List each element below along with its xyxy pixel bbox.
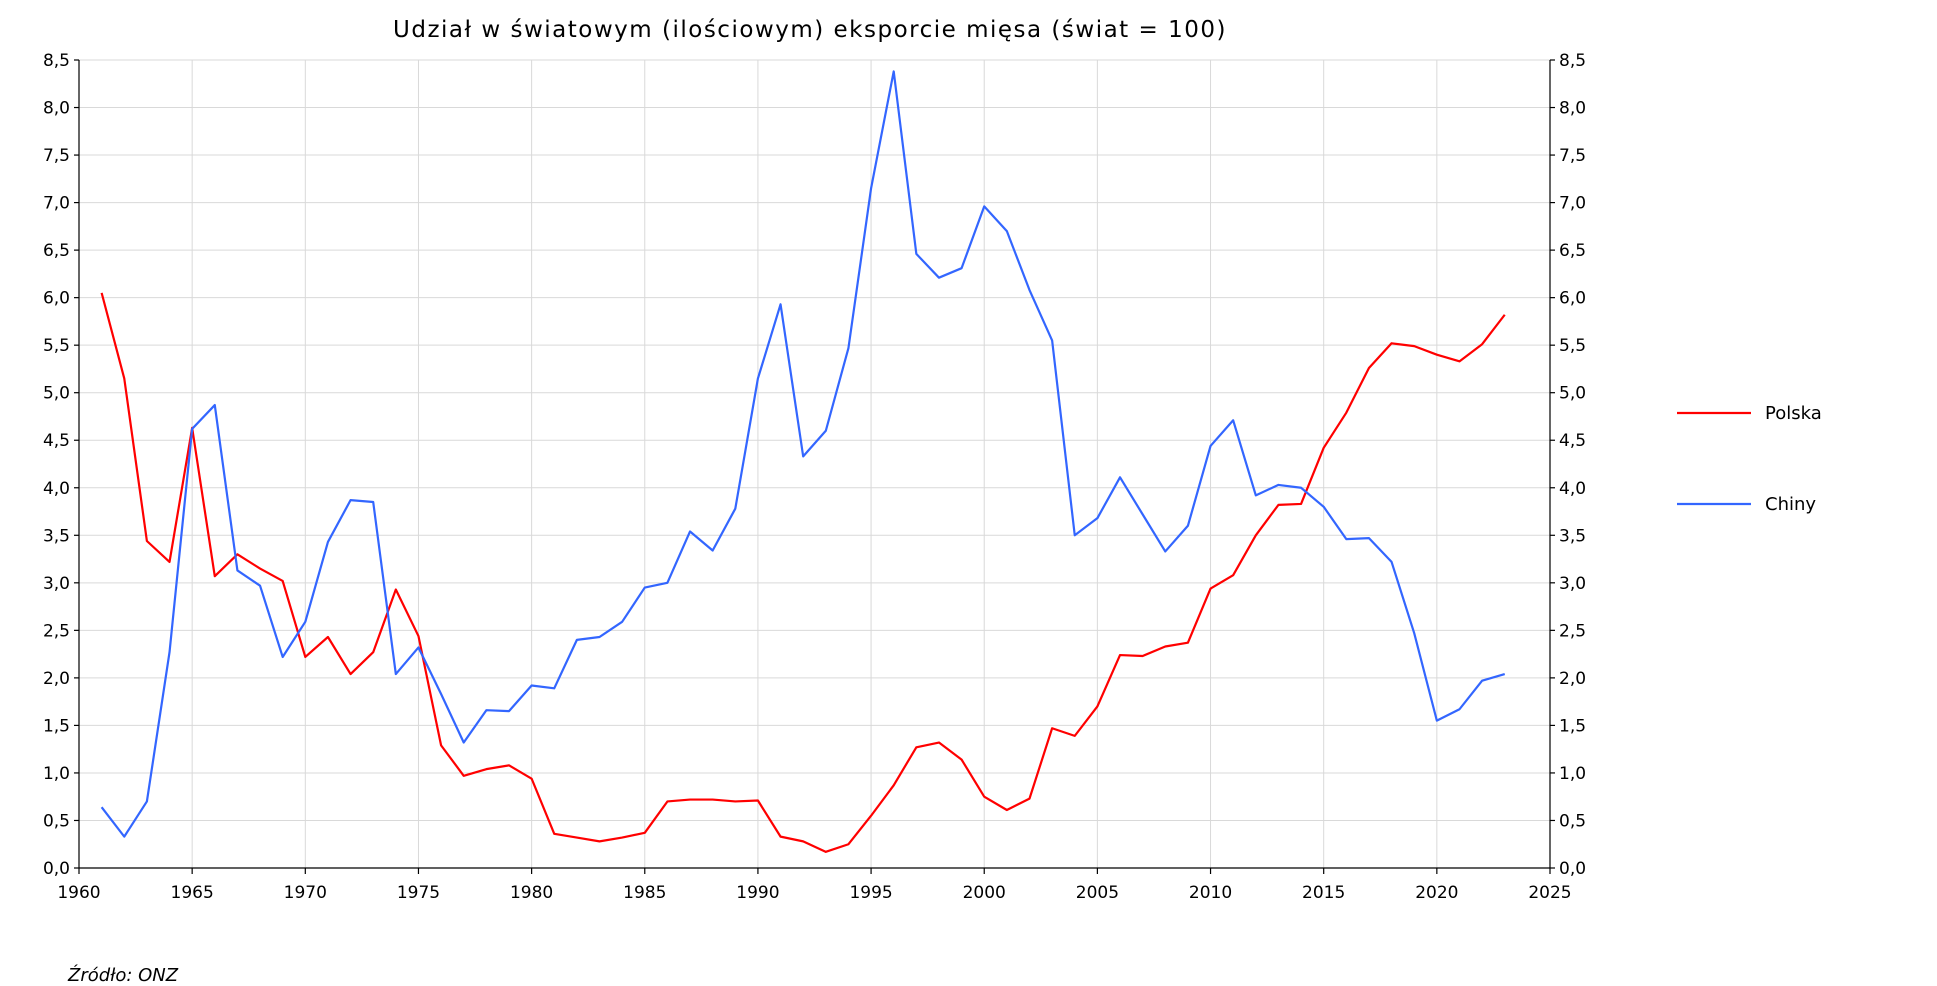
legend-label-chiny: Chiny	[1765, 494, 1816, 515]
y-tick-label-left: 4,5	[43, 431, 70, 451]
y-tick-label-left: 3,0	[43, 574, 70, 594]
y-tick-label-left: 1,5	[43, 716, 70, 736]
y-tick-label-right: 3,0	[1559, 574, 1586, 594]
axes	[74, 59, 1555, 874]
series-line-chiny	[100, 70, 1506, 838]
chart-title: Udział w światowym (ilościowym) eksporci…	[393, 17, 1227, 43]
y-tick-label-right: 0,0	[1559, 859, 1586, 879]
y-tick-label-left: 6,5	[43, 241, 70, 261]
y-tick-label-left: 4,0	[43, 479, 70, 499]
series-lines	[100, 70, 1506, 853]
y-tick-label-left: 6,0	[43, 289, 70, 309]
grid-lines	[78, 59, 1551, 869]
y-tick-label-left: 0,0	[43, 859, 70, 879]
y-tick-label-right: 8,5	[1559, 51, 1586, 71]
legend-label-polska: Polska	[1765, 403, 1822, 424]
y-tick-label-left: 7,0	[43, 194, 70, 214]
source-note: Źródło: ONZ	[67, 964, 179, 986]
y-tick-label-right: 2,0	[1559, 669, 1586, 689]
legend: Polska Chiny	[1677, 403, 1822, 515]
y-tick-label-right: 6,5	[1559, 241, 1586, 261]
x-tick-label: 1960	[57, 883, 100, 903]
y-tick-label-right: 4,0	[1559, 479, 1586, 499]
y-tick-label-left: 5,5	[43, 336, 70, 356]
x-tick-label: 1965	[171, 883, 214, 903]
x-tick-label: 2005	[1076, 883, 1119, 903]
x-tick-label: 2020	[1415, 883, 1458, 903]
x-tick-label: 1970	[284, 883, 327, 903]
x-tick-label: 1975	[397, 883, 440, 903]
y-tick-label-right: 0,5	[1559, 811, 1586, 831]
y-tick-label-right: 2,5	[1559, 621, 1586, 641]
x-tick-label: 2000	[963, 883, 1006, 903]
y-tick-label-left: 1,0	[43, 764, 70, 784]
y-tick-label-right: 5,5	[1559, 336, 1586, 356]
x-tick-label: 2010	[1189, 883, 1232, 903]
y-tick-label-right: 8,0	[1559, 99, 1586, 119]
x-tick-label: 1980	[510, 883, 553, 903]
x-tick-label: 1995	[849, 883, 892, 903]
y-tick-label-right: 7,5	[1559, 146, 1586, 166]
y-tick-label-right: 1,0	[1559, 764, 1586, 784]
y-tick-label-left: 8,0	[43, 99, 70, 119]
y-tick-label-left: 8,5	[43, 51, 70, 71]
x-tick-label: 2025	[1528, 883, 1571, 903]
series-line-polska	[100, 292, 1506, 853]
y-tick-label-right: 6,0	[1559, 289, 1586, 309]
x-tick-label: 1990	[736, 883, 779, 903]
x-tick-label: 2015	[1302, 883, 1345, 903]
y-tick-label-left: 2,0	[43, 669, 70, 689]
y-tick-label-left: 7,5	[43, 146, 70, 166]
y-tick-label-right: 7,0	[1559, 194, 1586, 214]
y-tick-label-left: 5,0	[43, 384, 70, 404]
y-tick-label-right: 3,5	[1559, 526, 1586, 546]
y-tick-label-right: 1,5	[1559, 716, 1586, 736]
y-tick-label-right: 5,0	[1559, 384, 1586, 404]
y-tick-label-left: 3,5	[43, 526, 70, 546]
y-tick-label-left: 2,5	[43, 621, 70, 641]
tick-labels: 0,0 0,0 0,5 0,5 1,0 1,0 1,5 1,5 2,0 2,0 2,5 2,5 3,0 3…	[43, 51, 1586, 903]
x-tick-label: 1985	[623, 883, 666, 903]
y-tick-label-right: 4,5	[1559, 431, 1586, 451]
y-tick-label-left: 0,5	[43, 811, 70, 831]
